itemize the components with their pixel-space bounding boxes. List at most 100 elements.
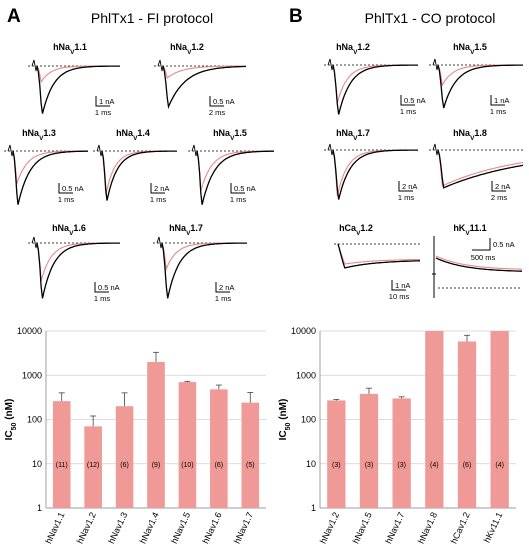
trace-scale-time: 2 ms xyxy=(491,193,508,202)
trace-toxin-trace xyxy=(12,150,88,185)
trace-toxin-trace xyxy=(337,243,420,265)
y-axis-label-part: 50 xyxy=(11,422,18,430)
trace-hnav1-4: hNaV1.4 2 nA 1 ms xyxy=(93,128,177,204)
trace-scale-current: 2 nA xyxy=(495,182,510,191)
trace-scale-current: 1 nA xyxy=(494,96,509,105)
x-tick-label: hNav1.2 xyxy=(318,511,341,546)
n-label: (3) xyxy=(332,462,341,469)
trace-scale-bar xyxy=(491,181,506,192)
channel-subscript: V xyxy=(133,135,138,142)
channel-name: hNa xyxy=(170,42,188,52)
n-label: (6) xyxy=(120,462,129,469)
panel-a-letter: A xyxy=(7,6,21,27)
channel-subscript: V xyxy=(186,230,191,237)
y-tick-label: 100 xyxy=(27,415,42,425)
trace-hnav1-7: hNaV1.7 2 nA 1 ms xyxy=(153,223,247,303)
trace-artifact xyxy=(327,143,334,156)
trace-hnav1-2: hNaV1.2 0.5 nA 1 ms xyxy=(324,42,426,116)
trace-control-trace xyxy=(101,150,177,201)
bar xyxy=(490,331,509,508)
channel-name: hNa xyxy=(52,223,70,233)
channel-name: hNa xyxy=(453,42,471,52)
trace-scale-time: 1 ms xyxy=(94,294,111,303)
x-tick-label: hNav1.2 xyxy=(75,511,98,546)
trace-scale-time: 1 ms xyxy=(230,195,247,204)
trace-artifact xyxy=(191,144,198,157)
y-axis-label-part: 50 xyxy=(285,422,292,430)
bar xyxy=(52,401,71,508)
y-axis-label-part: IC xyxy=(4,430,15,440)
n-label: (5) xyxy=(246,462,255,469)
trace-label: hNaV1.6 xyxy=(52,223,86,237)
trace-label: hNaV1.1 xyxy=(53,42,87,56)
panel-a-title: PhlTx1 - FI protocol xyxy=(91,10,213,26)
n-label: (4) xyxy=(430,462,439,469)
trace-scale-time: 1 ms xyxy=(398,193,415,202)
channel-subscript: V xyxy=(356,230,361,237)
n-label: (10) xyxy=(181,462,193,469)
trace-label: hCaV1.2 xyxy=(339,223,373,237)
trace-scale-time: 1 ms xyxy=(58,195,75,204)
trace-label: hNaV1.5 xyxy=(453,42,487,56)
trace-toxin-trace xyxy=(162,65,246,79)
y-tick-label: 100 xyxy=(301,415,316,425)
channel-subscript: V xyxy=(230,135,235,142)
trace-toxin-trace xyxy=(437,149,524,187)
channel-subscript: V xyxy=(69,230,74,237)
trace-scale-time: 1 ms xyxy=(215,294,232,303)
trace-artifact xyxy=(156,236,163,249)
trace-artifact xyxy=(432,58,439,71)
bar xyxy=(241,402,260,508)
channel-subscript: V xyxy=(470,49,475,56)
trace-scale-current: 0.5 nA xyxy=(62,184,84,193)
trace-hnav1-8: hNaV1.8 2 nA 2 ms xyxy=(429,128,524,202)
channel-subscript: V xyxy=(353,135,358,142)
channel-number: 1.7 xyxy=(357,128,370,138)
trace-label: hNaV1.3 xyxy=(22,128,56,142)
channel-name: hK xyxy=(453,223,465,233)
channel-name: hNa xyxy=(336,42,354,52)
n-label: (6) xyxy=(215,462,224,469)
channel-subscript: V xyxy=(187,49,192,56)
channel-number: 1.4 xyxy=(137,128,150,138)
trace-artifact xyxy=(327,58,334,71)
y-axis-label: IC50 (nM) xyxy=(278,399,292,441)
n-label: (3) xyxy=(397,462,406,469)
trace-scale-bar xyxy=(230,183,245,194)
trace-scale-bar xyxy=(58,183,73,194)
trace-artifact xyxy=(31,236,38,249)
channel-name: hNa xyxy=(213,128,231,138)
trace-label: hNaV1.2 xyxy=(336,42,370,56)
n-label: (3) xyxy=(365,462,374,469)
trace-hcav1-2: hCaV1.2 1 nA 10 ms xyxy=(334,223,420,301)
y-axis-label-part: (nM) xyxy=(4,399,15,423)
bar xyxy=(178,382,197,508)
channel-number: 1.2 xyxy=(191,42,204,52)
channel-name: hNa xyxy=(169,223,187,233)
x-tick-label: hNav1.3 xyxy=(106,511,129,546)
trace-scale-current: 2 nA xyxy=(219,283,234,292)
y-tick-label: 1 xyxy=(311,503,316,513)
x-tick-label: hNav1.5 xyxy=(351,511,374,546)
trace-control-trace xyxy=(12,150,88,205)
channel-subscript: V xyxy=(465,230,470,237)
trace-control-trace xyxy=(332,64,418,115)
trace-control-trace xyxy=(36,242,120,299)
trace-scale-time: 1 ms xyxy=(95,108,112,117)
trace-scale-current: 1 nA xyxy=(395,281,410,290)
n-label: (9) xyxy=(152,462,161,469)
trace-label: hNaV1.7 xyxy=(169,223,203,237)
trace-scale-current: 0.5 nA xyxy=(234,184,256,193)
y-tick-label: 1000 xyxy=(22,370,42,380)
channel-subscript: V xyxy=(70,49,75,56)
x-tick-label: hNav1.1 xyxy=(43,511,66,546)
trace-hnav1-3: hNaV1.3 0.5 nA 1 ms xyxy=(4,128,88,205)
trace-label: hNaV1.4 xyxy=(116,128,150,142)
trace-control-trace xyxy=(435,257,522,272)
trace-scale-bar xyxy=(472,238,491,251)
panel-b-letter: B xyxy=(289,6,303,27)
bar xyxy=(457,341,477,508)
bar xyxy=(210,389,228,508)
trace-scale-current: 0.5 nA xyxy=(213,97,235,106)
